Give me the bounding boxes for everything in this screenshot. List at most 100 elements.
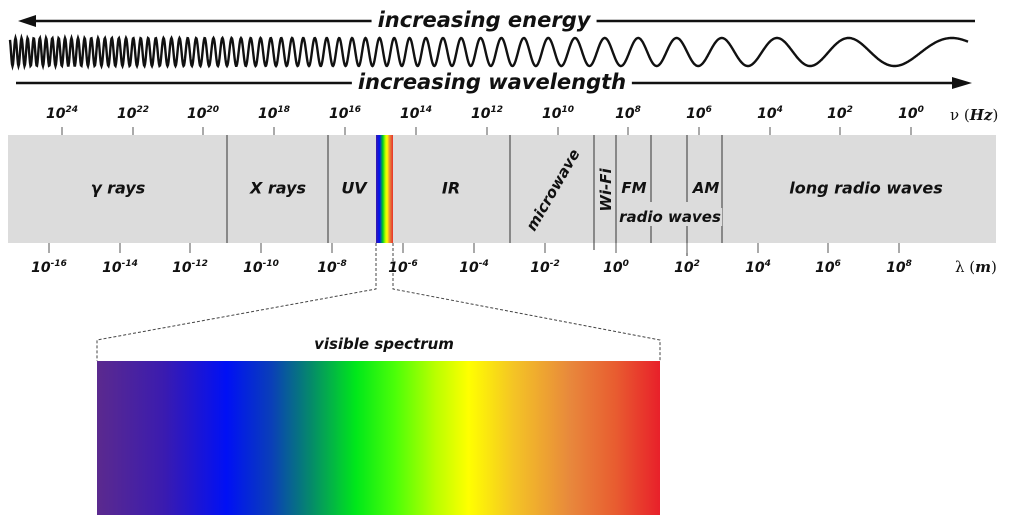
tick-exponent: -10 (262, 259, 279, 269)
frequency-unit-label: ν (Hz) (950, 106, 999, 124)
wave-icon (8, 33, 969, 71)
increasing-wavelength-label: increasing wavelength (351, 70, 633, 94)
hz-unit: Hz (969, 106, 993, 124)
lambda-symbol: λ (955, 258, 965, 276)
visible-band (376, 135, 393, 243)
tick-exponent: -14 (121, 259, 138, 269)
tick-base: 10 (116, 106, 137, 122)
wavelength-tick-label: 10-16 (31, 259, 67, 277)
energy-arrow-icon (18, 15, 975, 27)
frequency-tick-label: 1012 (470, 105, 504, 123)
tick-base: 10 (399, 106, 420, 122)
wavelength-tick-label: 10-6 (388, 259, 418, 277)
tick-exponent: 18 (277, 105, 291, 115)
increasing-energy-label: increasing energy (371, 8, 597, 32)
tick-exponent: 4 (764, 259, 771, 269)
wavelength-tick-label: 10-2 (530, 259, 560, 277)
tick-base: 10 (745, 260, 765, 276)
frequency-tick-label: 1018 (257, 105, 291, 123)
wavelength-tick-label: 10-14 (102, 259, 138, 277)
tick-base: 10 (541, 106, 562, 122)
frequency-tick-label: 104 (757, 105, 783, 123)
tick-exponent: 2 (693, 259, 700, 269)
tick-exponent: 0 (622, 259, 629, 269)
tick-exponent: 10 (561, 105, 575, 115)
wavelength-ticks (48, 243, 900, 253)
region-wifi: Wi-Fi (597, 168, 615, 212)
frequency-tick-label: 1022 (116, 105, 150, 123)
tick-exponent: 14 (419, 105, 433, 115)
tick-base: 10 (257, 106, 278, 122)
tick-exponent: 16 (348, 105, 362, 115)
region-long-radio-waves: long radio waves (789, 178, 943, 198)
wavelength-tick-label: 106 (815, 259, 841, 277)
visible-spectrum-title: visible spectrum (314, 335, 454, 353)
tick-base: 10 (674, 260, 694, 276)
tick-exponent: 6 (834, 259, 841, 269)
tick-base: 10 (243, 260, 263, 276)
frequency-ticks (61, 127, 912, 135)
tick-base: 10 (45, 106, 66, 122)
tick-base: 10 (530, 260, 550, 276)
spectrum-band (8, 135, 996, 243)
tick-exponent: 20 (206, 105, 220, 115)
tick-base: 10 (757, 106, 777, 122)
region-radio-waves: radio waves (618, 208, 722, 226)
region-gamma-rays: γ rays (90, 178, 146, 198)
tick-base: 10 (615, 106, 635, 122)
tick-base: 10 (603, 260, 623, 276)
tick-base: 10 (886, 260, 906, 276)
tick-base: 10 (388, 260, 408, 276)
frequency-tick-label: 1024 (45, 105, 79, 123)
frequency-tick-label: 1020 (186, 105, 220, 123)
tick-exponent: -12 (191, 259, 208, 269)
tick-exponent: 2 (846, 105, 853, 115)
wavelength-unit-label: λ (m) (955, 258, 997, 276)
wavelength-tick-label: 10-4 (459, 259, 489, 277)
m-unit: m (975, 258, 992, 276)
nu-symbol: ν (950, 106, 960, 124)
wavelength-arrow-icon (16, 77, 972, 89)
wavelength-tick-label: 102 (674, 259, 700, 277)
wavelength-tick-label: 10-8 (317, 259, 347, 277)
tick-exponent: 8 (905, 259, 912, 269)
zoom-callout-lines (96, 243, 661, 361)
tick-exponent: -8 (336, 259, 347, 269)
frequency-tick-label: 1016 (328, 105, 362, 123)
tick-exponent: 8 (634, 105, 641, 115)
tick-base: 10 (186, 106, 207, 122)
tick-exponent: 22 (136, 105, 150, 115)
region-fm: FM (621, 179, 647, 197)
frequency-tick-label: 102 (827, 105, 853, 123)
tick-base: 10 (102, 260, 122, 276)
tick-exponent: -4 (478, 259, 489, 269)
tick-exponent: 24 (65, 105, 79, 115)
tick-exponent: -6 (407, 259, 418, 269)
tick-base: 10 (470, 106, 491, 122)
frequency-tick-label: 1014 (399, 105, 433, 123)
region-am: AM (692, 179, 720, 197)
tick-exponent: -16 (50, 259, 67, 269)
tick-exponent: 12 (490, 105, 504, 115)
tick-base: 10 (172, 260, 192, 276)
region-ir: IR (441, 178, 461, 198)
region-x-rays: X rays (249, 178, 307, 198)
tick-exponent: 6 (705, 105, 712, 115)
tick-base: 10 (317, 260, 337, 276)
tick-base: 10 (459, 260, 479, 276)
wavelength-tick-label: 10-10 (243, 259, 279, 277)
wavelength-tick-label: 104 (745, 259, 771, 277)
region-boundaries (226, 135, 723, 256)
tick-base: 10 (328, 106, 349, 122)
tick-exponent: 4 (776, 105, 783, 115)
wavelength-tick-label: 100 (603, 259, 629, 277)
wavelength-tick-label: 108 (886, 259, 912, 277)
tick-exponent: 0 (917, 105, 924, 115)
tick-base: 10 (31, 260, 51, 276)
tick-base: 10 (815, 260, 835, 276)
tick-exponent: -2 (549, 259, 560, 269)
visible-spectrum-bar (97, 361, 660, 515)
tick-base: 10 (686, 106, 706, 122)
frequency-tick-label: 108 (615, 105, 641, 123)
